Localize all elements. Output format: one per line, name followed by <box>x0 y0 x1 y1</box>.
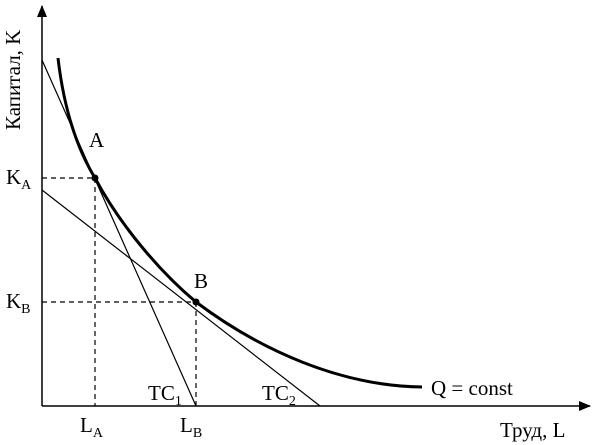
tick-lb-label: LB <box>180 413 202 441</box>
tick-ka-label: KA <box>6 165 32 193</box>
point-b-marker <box>192 298 200 306</box>
y-axis-title: Капитал, K <box>1 30 25 130</box>
x-axis-title: Труд, L <box>500 418 565 442</box>
isocost-line-tc1 <box>41 59 197 407</box>
tick-kb-label: KB <box>6 289 31 317</box>
point-a-label: A <box>89 128 105 152</box>
isoquant-curve <box>56 57 423 389</box>
tc1-label: TC1 <box>148 381 182 409</box>
isocost-line-tc2 <box>41 189 321 407</box>
isoquant-label: Q = const <box>431 376 513 400</box>
point-a-marker <box>91 174 99 182</box>
point-b-label: B <box>194 269 208 293</box>
tc2-label: TC2 <box>262 381 296 409</box>
tick-la-label: LA <box>80 413 104 441</box>
